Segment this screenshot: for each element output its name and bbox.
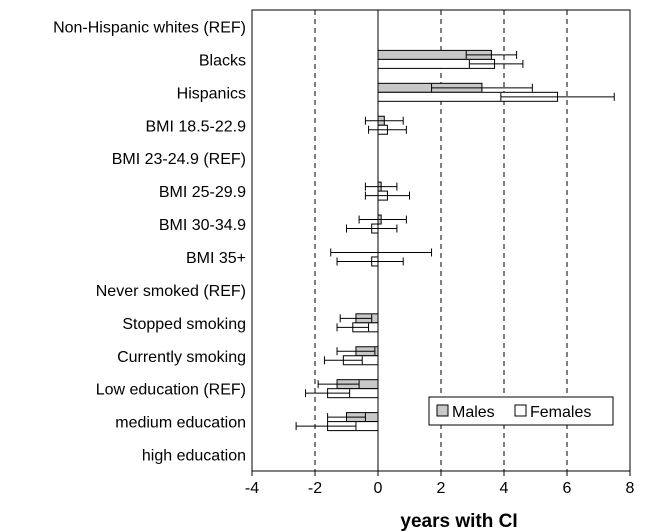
category-label: BMI 30-34.9 bbox=[159, 217, 246, 234]
category-label: Stopped smoking bbox=[122, 316, 246, 333]
x-tick-label: 4 bbox=[500, 480, 509, 497]
category-label: BMI 18.5-22.9 bbox=[146, 118, 247, 135]
legend-swatch-males bbox=[436, 404, 449, 417]
category-label: BMI 35+ bbox=[186, 250, 246, 267]
x-tick-label: 2 bbox=[437, 480, 446, 497]
legend: Males Females bbox=[428, 396, 614, 426]
legend-label-males: Males bbox=[452, 404, 495, 421]
x-tick-label: 6 bbox=[563, 480, 572, 497]
x-axis-ticks: -4 -2 0 2 4 6 8 bbox=[245, 471, 635, 497]
x-axis-title: years with CI bbox=[400, 511, 517, 532]
category-labels: Non-Hispanic whites (REF) Blacks Hispanics… bbox=[53, 19, 246, 464]
x-tick-label: -2 bbox=[308, 480, 322, 497]
legend-label-females: Females bbox=[530, 404, 591, 421]
category-label: BMI 23-24.9 (REF) bbox=[112, 151, 246, 168]
legend-swatch-females bbox=[514, 404, 527, 417]
category-label: Non-Hispanic whites (REF) bbox=[53, 19, 246, 36]
category-label: Low education (REF) bbox=[96, 382, 246, 399]
category-label: BMI 25-29.9 bbox=[159, 184, 246, 201]
x-tick-label: 0 bbox=[374, 480, 383, 497]
category-label: high education bbox=[142, 448, 246, 465]
category-label: medium education bbox=[115, 415, 246, 432]
bars bbox=[295, 49, 615, 432]
category-label: Blacks bbox=[199, 52, 246, 69]
x-tick-label: 8 bbox=[626, 480, 635, 497]
category-label: Hispanics bbox=[177, 85, 246, 102]
x-tick-label: -4 bbox=[245, 480, 259, 497]
plot-frame bbox=[251, 9, 631, 472]
category-label: Currently smoking bbox=[117, 349, 246, 366]
category-label: Never smoked (REF) bbox=[96, 283, 246, 300]
